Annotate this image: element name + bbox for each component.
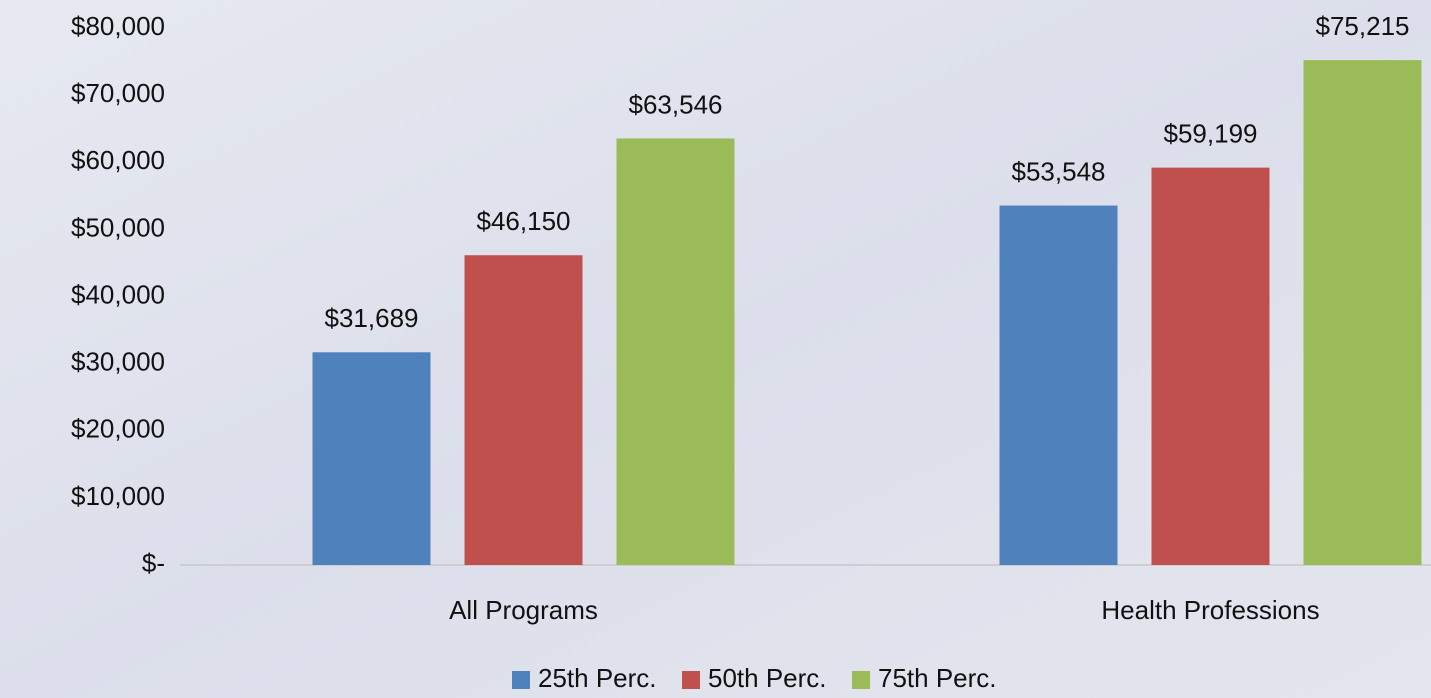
legend-label: 25th Perc. [538, 663, 657, 693]
value-label: $59,199 [1164, 119, 1258, 149]
y-tick-label: $10,000 [71, 481, 165, 511]
y-tick-label: $80,000 [71, 11, 165, 41]
y-tick-label: $70,000 [71, 78, 165, 108]
legend-swatch [682, 671, 700, 689]
y-tick-label: $40,000 [71, 279, 165, 309]
y-tick-label: $- [142, 548, 165, 578]
y-tick-label: $20,000 [71, 414, 165, 444]
value-label: $75,215 [1316, 11, 1410, 41]
bar [616, 138, 735, 565]
bar [312, 352, 431, 565]
x-tick-label: Health Professions [1101, 595, 1319, 625]
y-tick-label: $50,000 [71, 212, 165, 242]
value-label: $53,548 [1012, 156, 1106, 186]
y-tick-label: $30,000 [71, 347, 165, 377]
legend-swatch [852, 671, 870, 689]
y-tick-label: $60,000 [71, 145, 165, 175]
legend-swatch [512, 671, 530, 689]
bar [1303, 60, 1422, 565]
legend-label: 50th Perc. [708, 663, 827, 693]
value-label: $63,546 [629, 89, 723, 119]
bar [999, 205, 1118, 565]
bar [464, 255, 583, 565]
value-label: $46,150 [477, 206, 571, 236]
legend-label: 75th Perc. [878, 663, 997, 693]
value-label: $31,689 [325, 303, 419, 333]
bar [1151, 167, 1270, 565]
x-tick-label: All Programs [449, 595, 598, 625]
